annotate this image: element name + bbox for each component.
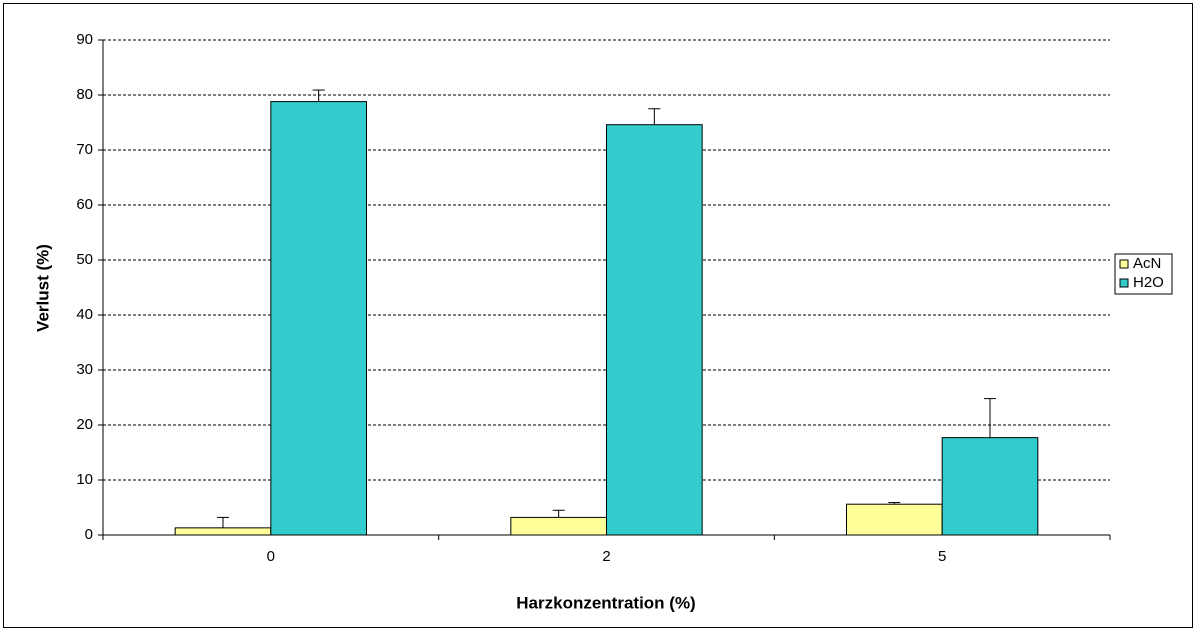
y-tick-label: 10 <box>76 471 93 488</box>
legend-swatch <box>1119 278 1129 288</box>
y-tick-label: 60 <box>76 196 93 213</box>
bar <box>174 527 272 536</box>
y-axis-title: Verlust (%) <box>33 244 52 332</box>
y-tick-label: 70 <box>76 141 93 158</box>
y-tick-label: 80 <box>76 86 93 103</box>
y-tick-label: 20 <box>76 416 93 433</box>
y-tick-label: 30 <box>76 361 93 378</box>
y-tick-label: 50 <box>76 251 93 268</box>
x-tick-label: 0 <box>267 548 275 565</box>
legend-swatch <box>1119 259 1129 269</box>
x-tick-label: 2 <box>602 548 610 565</box>
x-tick-label: 5 <box>938 548 946 565</box>
bar <box>846 503 943 536</box>
y-tick-label: 90 <box>76 31 93 48</box>
y-tick-label: 40 <box>76 306 93 323</box>
bar <box>270 101 367 536</box>
bar <box>941 437 1039 536</box>
legend-label: AcN <box>1133 255 1161 272</box>
legend-label: H2O <box>1133 274 1164 291</box>
y-tick-label: 0 <box>85 526 93 543</box>
bar <box>510 516 607 536</box>
bar <box>606 124 703 536</box>
x-axis-title: Harzkonzentration (%) <box>516 593 695 612</box>
